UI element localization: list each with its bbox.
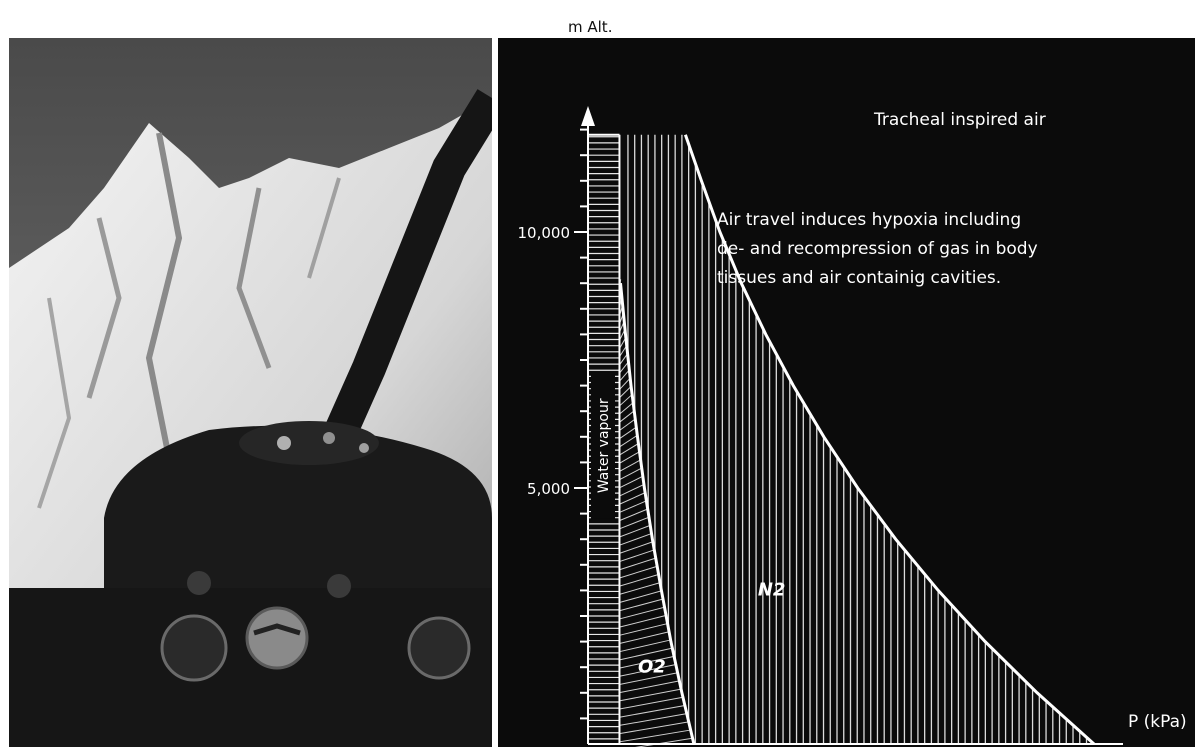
o2-hatch-line — [619, 614, 668, 628]
water-vapour-label-box — [591, 372, 615, 519]
tracheal-inspired-air-label: Tracheal inspired air — [873, 110, 1046, 130]
o2-hatch-line — [619, 598, 665, 612]
o2-hatch-line — [619, 590, 663, 604]
o2-hatch-line — [619, 565, 659, 579]
o2-hatch-line — [619, 680, 681, 694]
o2-curve — [619, 283, 696, 745]
o2-hatch-line — [619, 729, 693, 743]
n2-hatch-area — [627, 134, 1094, 744]
note-line-2: de- and recompression of gas in body — [717, 239, 1038, 259]
o2-hatch-line — [619, 483, 645, 497]
o2-hatch-line — [619, 532, 653, 546]
o2-hatch-line — [619, 721, 691, 735]
o2-hatch-line — [619, 426, 638, 440]
o2-hatch-line — [634, 737, 694, 747]
o2-hatch-line — [619, 467, 643, 481]
note-line-3: tissues and air containig cavities. — [717, 268, 1001, 288]
o2-hatch-line — [619, 499, 648, 513]
o2-hatch-line — [619, 385, 633, 399]
o2-hatch-line — [619, 540, 655, 554]
o2-hatch-line — [619, 393, 634, 407]
chart-svg: 10,000 5,000 N2 O2 Water vapour Tracheal … — [518, 106, 1123, 747]
o2-hatch-line — [619, 409, 636, 423]
o2-hatch-line — [619, 450, 641, 464]
o2-hatch-line — [619, 639, 672, 653]
mountain-cockpit-photo — [9, 38, 492, 747]
o2-hatch-line — [619, 549, 656, 563]
altitude-pressure-chart: 10,000 5,000 N2 O2 Water vapour Tracheal … — [498, 38, 1195, 747]
o2-series-label: O2 — [638, 656, 666, 677]
o2-hatch-line — [619, 663, 678, 677]
o2-hatch-line — [619, 524, 652, 538]
o2-hatch-line — [619, 557, 657, 571]
o2-hatch-line — [619, 655, 676, 669]
o2-hatch-line — [619, 712, 689, 726]
o2-hatch-line — [619, 704, 687, 718]
o2-hatch-area — [618, 279, 694, 747]
y-axis-label: m Alt. — [568, 18, 613, 36]
o2-hatch-line — [619, 581, 662, 595]
y-axis-arrow — [581, 106, 595, 126]
o2-hatch-line — [619, 631, 671, 644]
o2-hatch-line — [619, 688, 683, 702]
o2-hatch-line — [619, 516, 651, 530]
o2-hatch-line — [619, 508, 649, 522]
o2-hatch-line — [619, 622, 669, 636]
y-tick-label: 5,000 — [527, 480, 570, 498]
n2-series-label: N2 — [758, 580, 786, 601]
o2-hatch-line — [619, 434, 639, 448]
o2-hatch-line — [619, 671, 679, 685]
y-tick-label: 10,000 — [518, 224, 571, 242]
n2-curve — [683, 134, 1096, 746]
water-vapour-label: Water vapour — [596, 398, 612, 493]
o2-hatch-line — [619, 491, 647, 505]
o2-hatch-line — [619, 459, 642, 472]
o2-hatch-line — [619, 696, 685, 710]
x-axis-label: P (kPa) — [1128, 712, 1187, 732]
o2-hatch-line — [619, 475, 644, 489]
y-minor-ticks — [574, 128, 588, 720]
o2-hatch-line — [619, 418, 637, 431]
o2-hatch-line — [619, 606, 666, 620]
o2-hatch-line — [619, 401, 635, 415]
o2-hatch-line — [619, 442, 640, 456]
note-line-1: Air travel induces hypoxia including — [717, 210, 1021, 230]
o2-hatch-line — [619, 647, 674, 661]
o2-hatch-line — [619, 573, 660, 587]
